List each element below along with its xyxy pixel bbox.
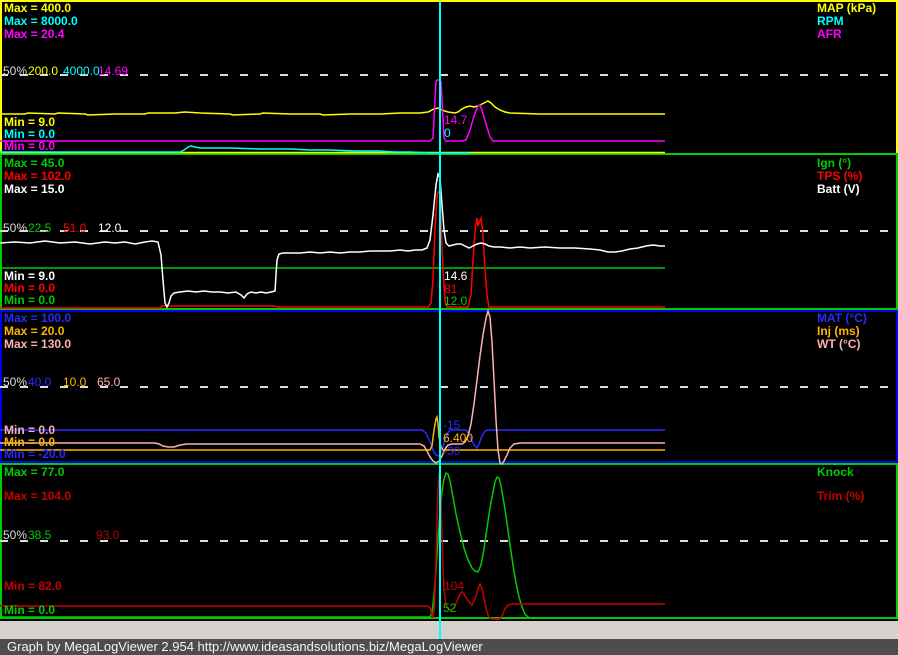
panel-knock-trim — [0, 463, 898, 619]
mid-label: 65.0 — [97, 375, 121, 389]
max-label: Max = 8000.0 — [4, 14, 78, 28]
max-label: Max = 15.0 — [4, 182, 65, 196]
legend-label: Batt (V) — [817, 182, 860, 196]
mid-label: 93.0 — [96, 528, 120, 542]
mid-label: 14.69 — [98, 64, 129, 78]
legend-label: Ign (°) — [817, 156, 852, 170]
mid-label: 22.5 — [28, 221, 52, 235]
min-label: Min = 82.0 — [4, 579, 62, 593]
status-bar: Graph by MegaLogViewer 2.954 http://www.… — [0, 639, 898, 655]
legend-label: Trim (%) — [817, 489, 865, 503]
mid-label: 10.0 — [63, 375, 87, 389]
mid-label: 12.0 — [98, 221, 122, 235]
mid-label: 38.5 — [28, 528, 52, 542]
cursor-value: 0 — [444, 126, 451, 140]
legend-label: TPS (%) — [817, 169, 863, 183]
legend-label: Knock — [817, 465, 854, 479]
mid-label: 50% — [3, 528, 28, 542]
mid-label: 50% — [3, 64, 28, 78]
legend-label: MAP (kPa) — [817, 1, 877, 15]
max-label: Max = 77.0 — [4, 465, 65, 479]
legend-label: RPM — [817, 14, 844, 28]
mid-label: 50% — [3, 221, 28, 235]
max-label: Max = 400.0 — [4, 1, 72, 15]
max-label: Max = 20.4 — [4, 27, 65, 41]
max-label: Max = 130.0 — [4, 337, 72, 351]
max-label: Max = 104.0 — [4, 489, 72, 503]
min-label: Min = 0.0 — [4, 293, 56, 307]
max-label: Max = 45.0 — [4, 156, 65, 170]
legend-label: MAT (°C) — [817, 311, 867, 325]
min-label: Min = 0.0 — [4, 603, 56, 617]
mid-label: 50% — [3, 375, 28, 389]
min-label: Min = 0.0 — [4, 139, 56, 153]
mid-label: 200.0 — [28, 64, 59, 78]
legend-label: Inj (ms) — [817, 324, 860, 338]
cursor-value: 52 — [443, 601, 457, 615]
mid-label: 4000.0 — [63, 64, 100, 78]
status-text: Graph by MegaLogViewer 2.954 http://www.… — [7, 639, 483, 654]
cursor-value: -30 — [443, 444, 461, 458]
mid-label: 40.0 — [28, 375, 52, 389]
legend-label: AFR — [817, 27, 842, 41]
min-label: Min = -20.0 — [4, 447, 66, 461]
cursor-line[interactable] — [439, 2, 441, 639]
cursor-value: 12.0 — [444, 294, 468, 308]
footer-strip — [0, 621, 898, 639]
mid-label: 51.0 — [63, 221, 87, 235]
legend-label: WT (°C) — [817, 337, 861, 351]
panel-map-rpm-afr — [0, 0, 898, 153]
cursor-value: 104 — [444, 579, 465, 593]
